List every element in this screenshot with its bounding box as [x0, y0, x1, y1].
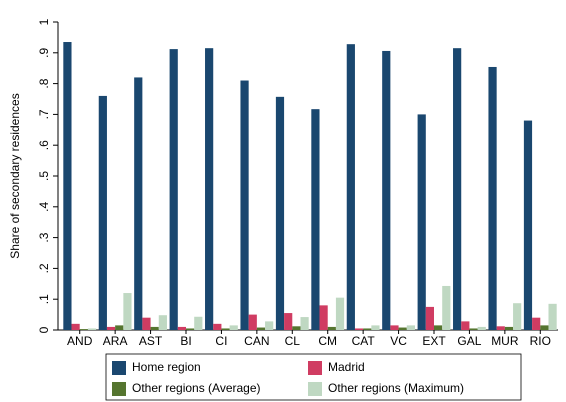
bar	[186, 328, 195, 330]
bar	[256, 327, 266, 330]
bar	[98, 95, 107, 330]
bar	[390, 325, 399, 330]
y-tick-label: .6	[37, 140, 51, 150]
bar	[523, 120, 533, 330]
y-tick-label: .7	[37, 109, 51, 119]
bar	[205, 48, 214, 331]
legend-swatch	[308, 361, 322, 375]
bar	[442, 285, 451, 330]
bar	[158, 315, 167, 330]
bar	[335, 297, 345, 330]
bar	[142, 317, 151, 330]
legend-swatch	[308, 382, 322, 396]
bar	[382, 50, 391, 331]
bar	[425, 306, 434, 330]
legend-label: Other regions (Average)	[132, 381, 261, 395]
bar	[87, 328, 97, 330]
bar	[177, 326, 186, 330]
bar	[363, 328, 372, 330]
bar	[434, 325, 443, 330]
bar	[327, 326, 336, 330]
bar	[169, 49, 178, 330]
bar	[106, 326, 116, 330]
bar	[461, 321, 470, 330]
bar	[346, 44, 355, 331]
x-tick-label: CL	[285, 334, 301, 348]
x-tick-label: EXT	[422, 334, 446, 348]
legend-label: Madrid	[328, 360, 365, 374]
bar	[221, 328, 230, 330]
bar	[398, 327, 407, 330]
bar	[79, 329, 88, 330]
bar	[488, 66, 497, 330]
bar	[453, 48, 462, 331]
bar	[240, 80, 249, 331]
legend-swatch	[112, 382, 126, 396]
bar	[194, 316, 203, 330]
y-axis-title: Share of secondary residences	[8, 93, 22, 258]
legend-label: Home region	[132, 360, 201, 374]
bar	[469, 328, 478, 330]
bar	[496, 326, 505, 330]
x-tick-label: CAT	[352, 334, 376, 348]
bar	[300, 317, 309, 330]
bar	[284, 313, 293, 330]
bar	[319, 305, 328, 330]
x-tick-label: AST	[139, 334, 163, 348]
bar	[477, 326, 486, 330]
x-tick-label: CM	[318, 334, 337, 348]
legend-label: Other regions (Maximum)	[328, 381, 464, 395]
bar	[123, 293, 132, 330]
y-tick-label: .1	[37, 294, 51, 304]
y-tick-label: .3	[37, 232, 51, 242]
y-tick-label: .2	[37, 263, 51, 273]
x-tick-label: GAL	[457, 334, 481, 348]
bar	[540, 325, 549, 330]
x-tick-label: AND	[67, 334, 93, 348]
bar	[265, 321, 274, 330]
bar	[275, 96, 285, 331]
y-tick-label: .8	[37, 78, 51, 88]
bar	[115, 325, 124, 330]
x-tick-label: BI	[180, 334, 191, 348]
x-tick-label: MUR	[491, 334, 519, 348]
x-tick-label: ARA	[103, 334, 128, 348]
x-tick-label: VC	[390, 334, 407, 348]
x-tick-label: CI	[215, 334, 227, 348]
y-tick-label: 1	[37, 18, 51, 25]
bar	[248, 314, 257, 330]
bar	[548, 303, 557, 330]
bar	[292, 326, 301, 330]
bar	[354, 328, 364, 330]
legend-frame	[105, 353, 522, 401]
bar	[63, 42, 72, 331]
bar	[532, 317, 541, 330]
y-tick-label: .5	[37, 171, 51, 181]
legend-swatch	[112, 361, 126, 375]
bar	[134, 77, 143, 330]
bar	[504, 326, 514, 330]
y-tick-label: .4	[37, 201, 51, 211]
bar	[371, 325, 380, 330]
bar	[71, 323, 80, 330]
bar	[229, 325, 238, 330]
bar	[513, 303, 522, 330]
bar	[213, 323, 222, 330]
bar	[150, 326, 159, 330]
x-tick-label: CAN	[244, 334, 269, 348]
bar	[311, 109, 320, 330]
bar	[406, 325, 415, 330]
bar	[417, 114, 426, 331]
y-tick-label: .9	[37, 47, 51, 57]
y-tick-label: 0	[37, 326, 51, 333]
x-tick-label: RIO	[530, 334, 551, 348]
